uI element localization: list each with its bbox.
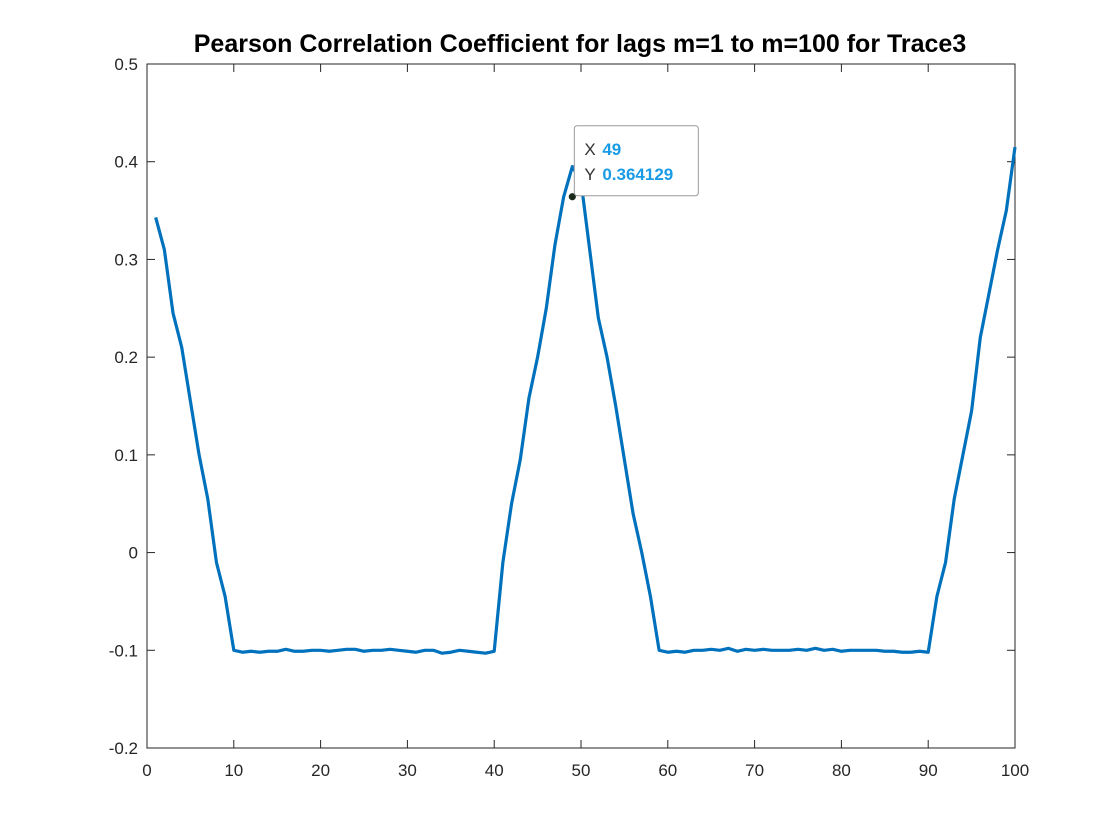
axis-ticks: 0 10 20 30 40 50 60 70 80 90 100 -0.2 -0.1 0 0.1 0.2 0.3… — [109, 55, 1029, 780]
datatip-box — [573, 125, 699, 197]
x-tick-label: 10 — [224, 761, 243, 780]
datatip-y-value: 0.364129 — [602, 165, 673, 184]
y-tick-label: -0.1 — [109, 641, 138, 660]
y-tick-label: 0.2 — [114, 348, 138, 367]
datatip[interactable]: X 49 Y 0.364129 — [573, 125, 699, 197]
x-tick-label: 0 — [142, 761, 151, 780]
x-tick-label: 80 — [832, 761, 851, 780]
x-tick-label: 40 — [485, 761, 504, 780]
x-tick-label: 50 — [572, 761, 591, 780]
x-tick-label: 30 — [398, 761, 417, 780]
y-tick-label: 0 — [129, 544, 138, 563]
y-tick-label: 0.3 — [114, 250, 138, 269]
x-tick-label: 60 — [658, 761, 677, 780]
y-tick-label: -0.2 — [109, 739, 138, 758]
x-tick-label: 20 — [311, 761, 330, 780]
x-tick-label: 70 — [745, 761, 764, 780]
y-tick-label: 0.5 — [114, 55, 138, 74]
y-tick-label: 0.4 — [114, 153, 138, 172]
y-tick-label: 0.1 — [114, 446, 138, 465]
series-line[interactable] — [154, 146, 1017, 655]
x-tick-label: 90 — [919, 761, 938, 780]
x-tick-label: 100 — [1001, 761, 1029, 780]
datatip-x-value: 49 — [602, 140, 621, 159]
datatip-x-key: X — [584, 140, 595, 159]
chart-title: Pearson Correlation Coefficient for lags… — [194, 30, 966, 58]
datatip-y-key: Y — [584, 165, 595, 184]
